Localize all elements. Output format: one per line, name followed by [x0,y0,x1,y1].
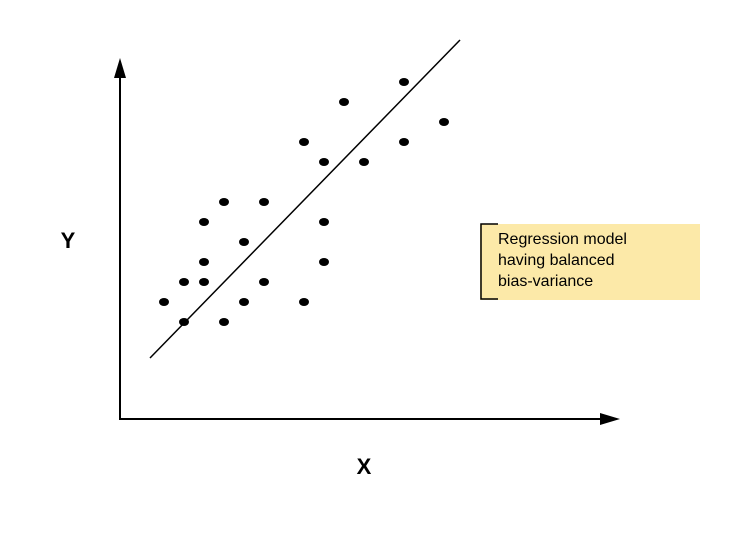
point [259,198,269,206]
y-arrow [114,58,126,78]
point [199,278,209,286]
point [439,118,449,126]
y-label: Y [61,228,76,253]
point [319,258,329,266]
annotation-line: Regression model [498,231,627,248]
annotation-line: bias-variance [498,273,593,290]
x-arrow [600,413,620,425]
points [159,78,449,326]
annotation-bracket [480,223,498,300]
annotation-line: having balanced [498,252,615,269]
x-label: X [357,454,372,479]
point [319,218,329,226]
point [259,278,269,286]
point [299,138,309,146]
point [159,298,169,306]
axes [114,58,620,425]
point [199,218,209,226]
point [399,78,409,86]
point [239,238,249,246]
point [339,98,349,106]
annotation: Regression model having balanced bias-va… [480,223,700,300]
regression-line [149,39,461,359]
point [399,138,409,146]
point [199,258,209,266]
point [219,198,229,206]
annotation-box [480,224,700,300]
point [299,298,309,306]
point [179,278,189,286]
point [239,298,249,306]
point [179,318,189,326]
point [319,158,329,166]
point [359,158,369,166]
point [219,318,229,326]
